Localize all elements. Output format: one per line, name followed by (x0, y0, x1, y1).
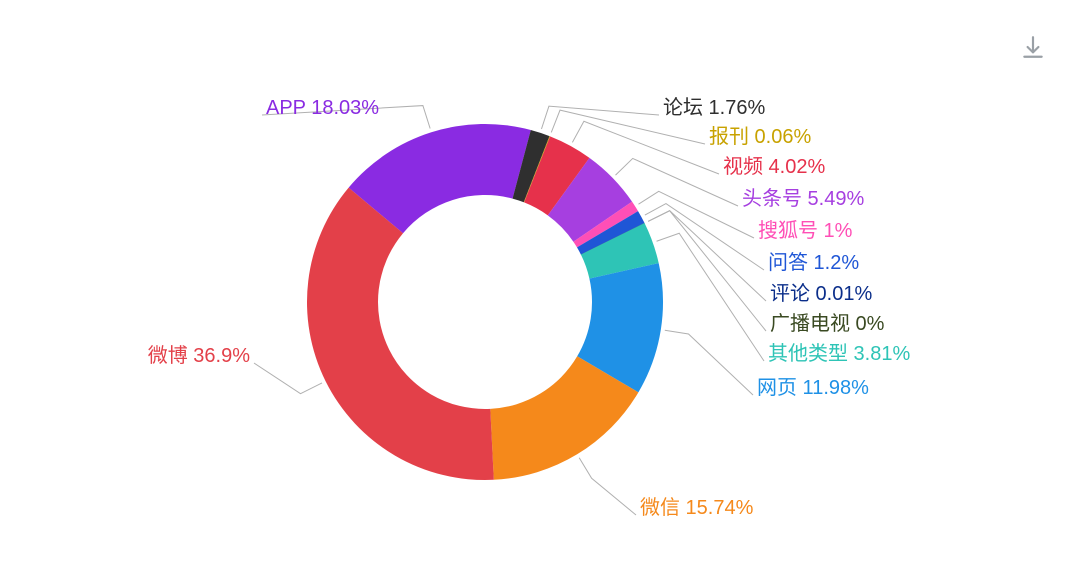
slice-label-微博: 微博 36.9% (148, 346, 250, 366)
slice-label-问答: 问答 1.2% (768, 253, 859, 273)
slice-label-报刊: 报刊 0.06% (709, 127, 811, 147)
slice-label-视频: 视频 4.02% (723, 157, 825, 177)
download-icon (1020, 34, 1046, 60)
slice-微博[interactable] (307, 188, 494, 480)
leader-line (657, 233, 764, 361)
leader-line (254, 363, 322, 394)
leader-line (648, 211, 766, 331)
donut-chart: APP 18.03% 论坛 1.76% 报刊 0.06% 视频 4.02% 头条号 5.… (0, 0, 1080, 573)
download-button[interactable] (1020, 34, 1046, 60)
slice-label-网页: 网页 11.98% (757, 378, 869, 398)
leader-line (541, 106, 659, 129)
leader-line (579, 458, 636, 515)
donut-svg (0, 0, 1080, 573)
leader-line (638, 191, 754, 238)
slice-label-评论: 评论 0.01% (770, 284, 872, 304)
leader-line (665, 330, 753, 395)
slice-label-论坛: 论坛 1.76% (663, 98, 765, 118)
leader-line (648, 211, 766, 301)
slice-label-头条号: 头条号 5.49% (742, 189, 864, 209)
slice-label-其他类型: 其他类型 3.81% (768, 344, 910, 364)
slice-label-微信: 微信 15.74% (640, 498, 753, 518)
leader-line (616, 158, 738, 206)
slice-label-广播电视: 广播电视 0% (770, 314, 884, 334)
slice-label-APP: APP 18.03% (266, 98, 379, 118)
slice-label-搜狐号: 搜狐号 1% (758, 221, 852, 241)
